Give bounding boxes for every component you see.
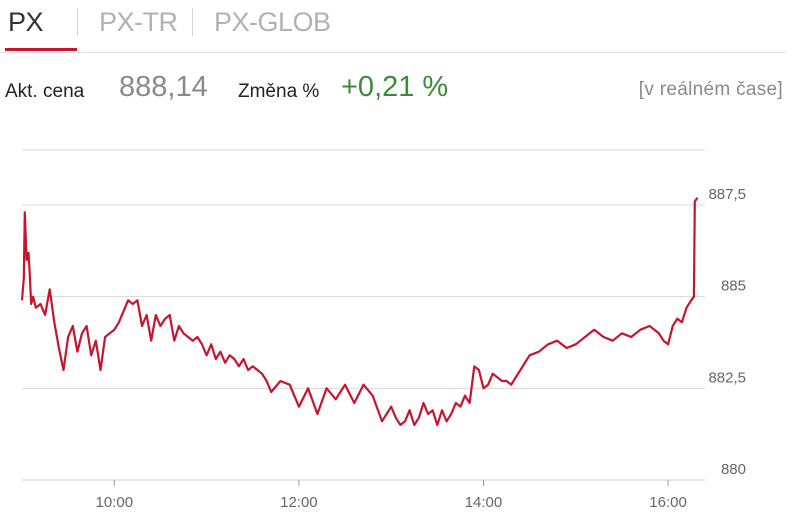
- x-tick-label: 12:00: [280, 494, 318, 511]
- price-value: 888,14: [119, 71, 208, 103]
- active-tab-indicator: [5, 48, 77, 51]
- y-tick-label: 887,5: [708, 186, 746, 203]
- y-tick-label: 880: [721, 461, 746, 478]
- change-value: +0,21 %: [341, 71, 449, 103]
- tab-px[interactable]: PX: [8, 7, 44, 37]
- x-tick-label: 14:00: [465, 494, 503, 511]
- y-tick-label: 885: [721, 278, 746, 295]
- price-label: Akt. cena: [5, 81, 85, 102]
- chart-grid: [22, 149, 705, 481]
- tab-divider: [192, 8, 193, 36]
- change-label: Změna %: [238, 81, 320, 102]
- tab-px-tr[interactable]: PX-TR: [99, 7, 178, 37]
- x-axis-ticks: 10:00 12:00 14:00 16:00: [96, 480, 687, 511]
- quote-info: Akt. cena 888,14 Změna % +0,21 % [v reál…: [0, 60, 786, 120]
- realtime-indicator: [v reálném čase]: [638, 79, 783, 100]
- y-tick-label: 882,5: [708, 369, 746, 386]
- index-tabs: PX PX-TR PX-GLOB: [0, 0, 786, 53]
- tab-divider: [77, 8, 78, 36]
- x-tick-label: 10:00: [96, 494, 134, 511]
- price-series-line: [20, 197, 699, 427]
- y-axis-ticks: 880 882,5 885 887,5: [708, 186, 746, 478]
- x-tick-label: 16:00: [649, 494, 687, 511]
- tab-px-glob[interactable]: PX-GLOB: [214, 7, 331, 37]
